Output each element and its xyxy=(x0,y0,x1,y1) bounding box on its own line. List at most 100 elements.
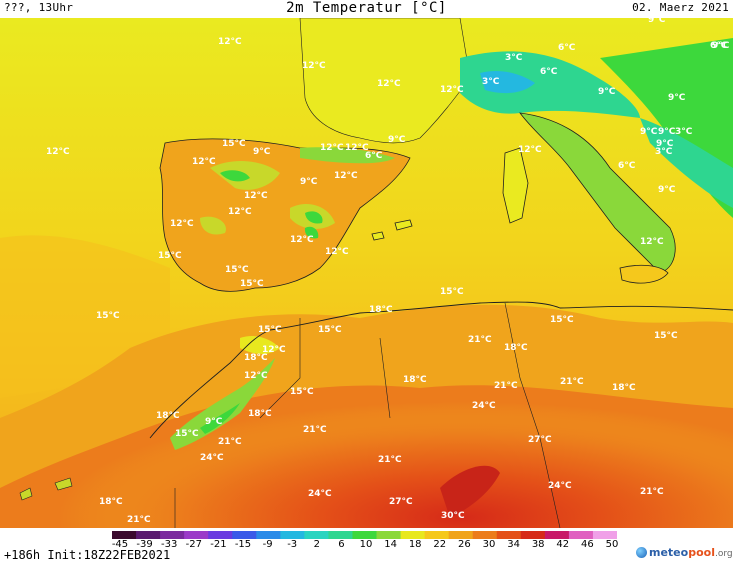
colorbar-segment xyxy=(400,531,426,539)
temperature-label: 15°C xyxy=(225,265,249,275)
temperature-label: 21°C xyxy=(640,487,664,497)
france-land xyxy=(299,18,471,144)
temperature-label: 21°C xyxy=(378,455,402,465)
colorbar-segment xyxy=(376,531,402,539)
map-canvas: 12°C 12°C 12°C 12°C 12°C 3°C 3°C 6°C 6°C 6°C 9°C 9°… xyxy=(0,18,733,528)
temperature-label: 15°C xyxy=(550,315,574,325)
temperature-label: 12°C xyxy=(262,345,286,355)
atlas-green xyxy=(200,403,240,434)
colorbar-segment xyxy=(448,531,474,539)
temperature-label: 15°C xyxy=(175,429,199,439)
temperature-label: 9°C xyxy=(598,87,616,97)
temperature-label: 3°C xyxy=(505,53,523,63)
temperature-label: 21°C xyxy=(494,381,518,391)
temperature-label: 6°C xyxy=(365,151,383,161)
colorbar-tick-label: 22 xyxy=(433,539,447,550)
temperature-label: 30°C xyxy=(441,511,465,521)
colorbar-segment xyxy=(328,531,353,539)
colorbar-tick-label: -21 xyxy=(210,539,227,550)
temperature-label: 18°C xyxy=(244,353,268,363)
alps-cold xyxy=(460,51,640,118)
temperature-label: 21°C xyxy=(560,377,584,387)
temperature-label: 15°C xyxy=(318,325,342,335)
colorbar-tick-label: 18 xyxy=(408,539,422,550)
colorbar-segment xyxy=(496,531,522,539)
temperature-label: 21°C xyxy=(468,335,492,345)
temperature-label: 18°C xyxy=(504,343,528,353)
temperature-label: 21°C xyxy=(218,437,242,447)
north-africa-coastline xyxy=(149,301,733,439)
colorbar-tick-label: 42 xyxy=(556,539,570,550)
temperature-label: 9°C xyxy=(648,18,666,25)
temperature-label: 12°C xyxy=(334,171,358,181)
colorbar-tick-label: 10 xyxy=(359,539,373,550)
colorbar-segment xyxy=(568,531,594,539)
colorbar-tick-label: -3 xyxy=(287,539,298,550)
colorbar-segment xyxy=(352,531,378,539)
temperature-label: 12°C xyxy=(192,157,216,167)
colorbar-segment xyxy=(256,531,281,539)
temperature-label: 24°C xyxy=(200,453,224,463)
rif-cool xyxy=(240,336,280,354)
colorbar-segment xyxy=(280,531,305,539)
sicily xyxy=(619,264,669,284)
temperature-label: 21°C xyxy=(127,515,151,525)
colorbar-segment xyxy=(304,531,329,539)
temperature-labels: 12°C 12°C 12°C 12°C 12°C 3°C 3°C 6°C 6°C 6°C 9°C 9°… xyxy=(46,18,730,525)
temperature-label: 9°C xyxy=(205,417,223,427)
colorbar-segment xyxy=(208,531,233,539)
temperature-label: 9°C xyxy=(712,41,730,51)
temperature-label: 12°C xyxy=(325,247,349,257)
temperature-label: 27°C xyxy=(389,497,413,507)
temperature-label: 21°C xyxy=(303,425,327,435)
brand-logo: meteopool.org xyxy=(636,546,733,559)
colorbar-tick-label: 30 xyxy=(482,539,496,550)
temperature-label: 12°C xyxy=(244,371,268,381)
temperature-label: 12°C xyxy=(228,207,252,217)
temperature-label: 12°C xyxy=(244,191,268,201)
canary-islands xyxy=(19,477,73,501)
temperature-label: 15°C xyxy=(96,311,120,321)
temperature-label: 12°C xyxy=(518,145,542,155)
alps-colder xyxy=(480,71,535,94)
atlas-cool xyxy=(170,358,275,450)
balearics xyxy=(371,219,413,241)
colorbar-segment xyxy=(184,531,209,539)
colorbar-tick-label: -27 xyxy=(185,539,202,550)
colorbar-segment xyxy=(520,531,546,539)
globe-icon xyxy=(636,547,647,558)
temperature-label: 12°C xyxy=(290,235,314,245)
temperature-label: 15°C xyxy=(290,387,314,397)
temperature-label: 15°C xyxy=(440,287,464,297)
colorbar-segment xyxy=(592,531,617,539)
temperature-label: 18°C xyxy=(248,409,272,419)
colorbar-tick-label: 34 xyxy=(507,539,520,550)
temperature-map: 12°C 12°C 12°C 12°C 12°C 3°C 3°C 6°C 6°C 6°C 9°C 9°… xyxy=(0,18,733,528)
temperature-label: 9°C xyxy=(658,127,676,137)
temperature-label: 9°C xyxy=(668,93,686,103)
map-footer: -45 -39 -33 -27 -21 -15 -9 -3 2 6 10 14 18 22 26 30 34 38… xyxy=(0,528,733,566)
colorbar-tick-label: 50 xyxy=(605,539,619,550)
temperature-label: 12°C xyxy=(302,61,326,71)
temperature-label: 9°C xyxy=(388,135,406,145)
logo-part2: pool xyxy=(688,546,715,559)
colorbar-tick-label: -39 xyxy=(136,539,153,550)
corsica-sardinia xyxy=(502,147,529,224)
iberia-green xyxy=(220,170,323,239)
colorbar-tick-label: -33 xyxy=(161,539,178,550)
colorbar-segment xyxy=(112,531,137,539)
colorbar-segment xyxy=(160,531,185,539)
temperature-label: 9°C xyxy=(253,147,271,157)
colorbar-segment xyxy=(472,531,498,539)
pyrenees-cool xyxy=(300,147,395,164)
temperature-label: 3°C xyxy=(482,77,500,87)
temperature-label: 18°C xyxy=(156,411,180,421)
colorbar-segment xyxy=(424,531,450,539)
temperature-label: 15°C xyxy=(654,331,678,341)
temperature-label: 6°C xyxy=(618,161,636,171)
temperature-label: 24°C xyxy=(548,481,572,491)
temperature-label: 6°C xyxy=(540,67,558,77)
colorbar-tick-label: -9 xyxy=(262,539,273,550)
colorbar-tick-label: 46 xyxy=(581,539,594,550)
temperature-label: 24°C xyxy=(308,489,332,499)
